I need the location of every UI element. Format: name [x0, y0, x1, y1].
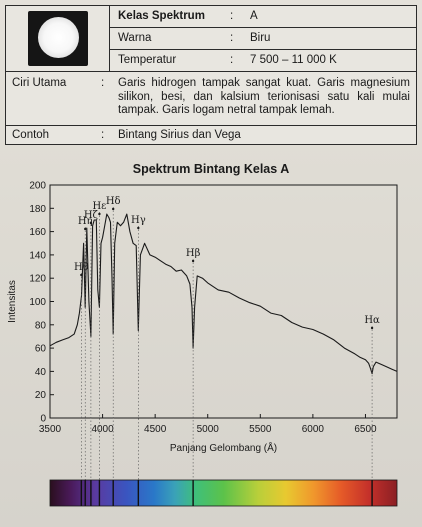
absorption-marker-dot [137, 226, 140, 230]
y-tick-label: 0 [40, 414, 46, 425]
row-value: Bintang Sirius dan Vega [118, 129, 241, 141]
absorption-marker-dot [111, 207, 115, 211]
plot-frame [49, 184, 398, 419]
y-tick-label: 180 [29, 204, 46, 215]
row-contoh: Contoh : Bintang Sirius dan Vega [6, 126, 416, 144]
absorption-marker-dot [98, 212, 101, 216]
absorption-line-label: Hα [364, 315, 380, 326]
row-sep: : [101, 77, 105, 89]
color-spectrum-strip [49, 479, 398, 507]
spectral-class-info-table: Kelas Spektrum : A Warna : Biru Temperat… [5, 5, 417, 145]
row-kelas-spektrum: Kelas Spektrum : A [110, 6, 416, 28]
row-warna: Warna : Biru [110, 28, 416, 50]
absorption-marker-dot [370, 326, 374, 330]
x-tick-label: 6000 [302, 424, 325, 435]
absorption-marker-dot [84, 227, 87, 231]
row-key: Warna [118, 32, 152, 44]
row-sep: : [230, 32, 234, 44]
row-value: A [250, 10, 258, 22]
x-tick-label: 4000 [91, 424, 114, 435]
chart-title: Spektrum Bintang Kelas A [132, 162, 290, 176]
absorption-line-label: Hγ [131, 215, 146, 226]
row-value: Biru [250, 32, 271, 44]
star-photo [28, 11, 88, 66]
spectrum-line [49, 213, 398, 375]
x-tick-label: 5500 [249, 424, 272, 435]
row-key: Contoh [12, 129, 50, 141]
x-tick-label: 3500 [39, 424, 62, 435]
y-tick-label: 120 [29, 274, 46, 285]
absorption-line-label: Hζ [84, 210, 99, 221]
x-tick-label: 5000 [197, 424, 220, 435]
absorption-line-label: Hη [78, 216, 93, 227]
absorption-marker-dot [89, 221, 93, 225]
row-value: Garis hidrogen tampak sangat kuat. Garis… [118, 77, 410, 116]
x-tick-label: 4500 [144, 424, 167, 435]
x-tick-label: 6500 [354, 424, 377, 435]
y-tick-label: 60 [35, 344, 47, 355]
row-sep: : [101, 129, 105, 141]
y-tick-label: 80 [35, 320, 47, 331]
x-axis-label: Panjang Gelombang (Å) [170, 441, 277, 454]
row-value: 7 500 – 11 000 K [250, 54, 337, 66]
absorption-marker-dot [80, 273, 83, 277]
y-tick-label: 140 [29, 250, 46, 261]
row-sep: : [230, 54, 234, 66]
absorption-line-label: Hθ [74, 262, 89, 273]
y-tick-label: 20 [35, 390, 47, 401]
row-temperatur: Temperatur : 7 500 – 11 000 K [110, 50, 416, 72]
y-tick-label: 100 [29, 297, 46, 308]
absorption-line-label: Hδ [106, 196, 121, 207]
y-axis-label: Intensitas [7, 280, 18, 323]
row-ciri-utama: Ciri Utama : Garis hidrogen tampak sanga… [6, 72, 416, 126]
row-key: Ciri Utama [12, 77, 67, 89]
absorption-line-label: Hβ [186, 248, 201, 259]
absorption-line-label: Hε [92, 201, 106, 212]
row-key: Temperatur [118, 54, 177, 66]
y-tick-label: 160 [29, 227, 46, 238]
star-disc [38, 17, 79, 58]
row-key: Kelas Spektrum [118, 10, 205, 22]
y-tick-label: 200 [29, 181, 46, 192]
row-sep: : [230, 10, 234, 22]
star-image-cell [6, 6, 110, 72]
y-tick-label: 40 [35, 367, 47, 378]
absorption-marker-dot [191, 259, 195, 263]
